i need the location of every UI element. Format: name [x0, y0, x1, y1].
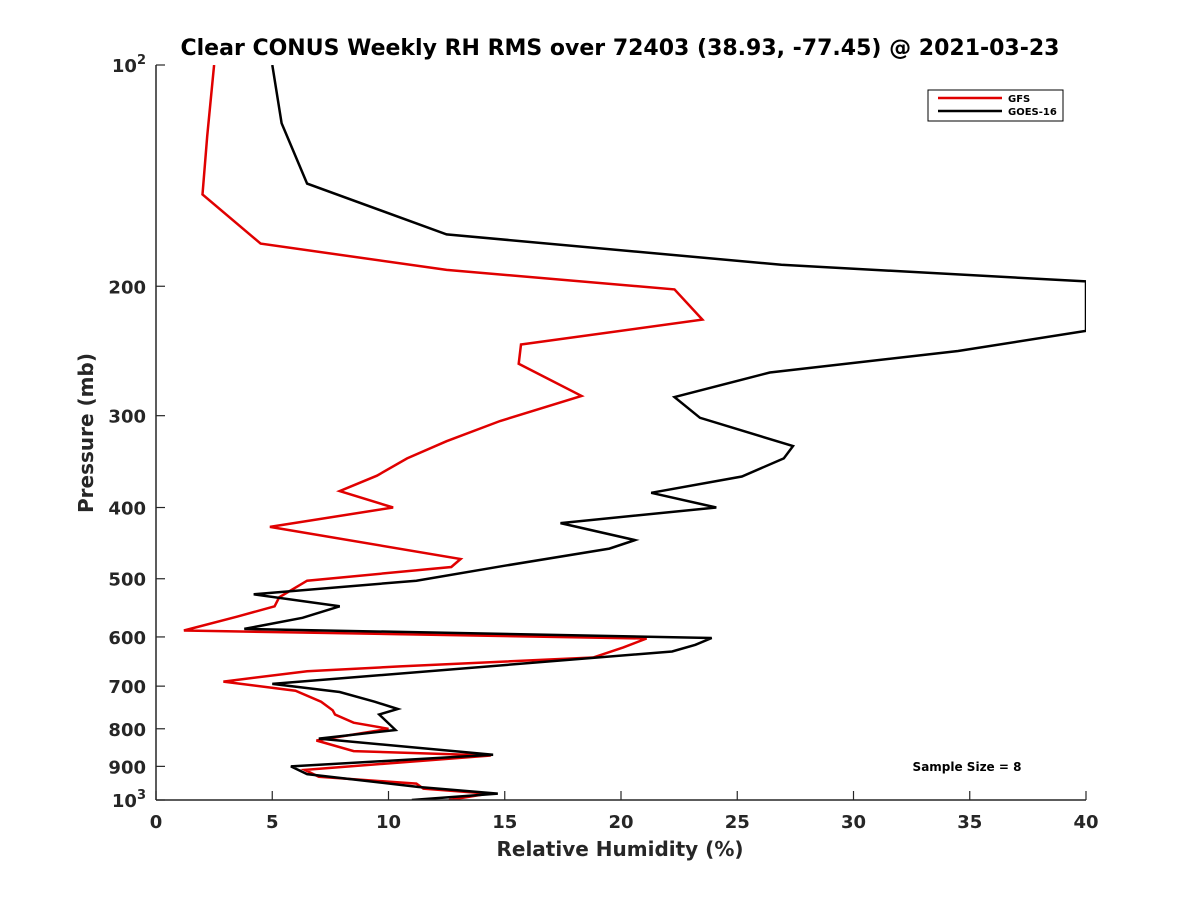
sample-size-annotation: Sample Size = 8 — [913, 760, 1022, 774]
y-axis-label: Pressure (mb) — [74, 353, 98, 513]
x-tick-label: 10 — [376, 812, 401, 833]
x-tick-label: 25 — [725, 812, 750, 833]
y-tick-label: 800 — [108, 720, 146, 741]
y-tick-label: 900 — [108, 757, 146, 778]
x-tick-label: 0 — [150, 812, 163, 833]
series-line-goes-16 — [244, 65, 1086, 800]
y-tick-label: 500 — [108, 570, 146, 591]
y-tick-label: 200 — [108, 277, 146, 298]
series-line-gfs — [183, 65, 705, 800]
y-tick-label: 600 — [108, 628, 146, 649]
y-tick-label: 102 — [112, 53, 146, 77]
y-tick-label: 400 — [108, 499, 146, 520]
x-tick-label: 5 — [266, 812, 279, 833]
y-tick-label: 700 — [108, 677, 146, 698]
x-axis-label: Relative Humidity (%) — [496, 837, 743, 861]
x-tick-label: 20 — [608, 812, 633, 833]
plot-area: 0 5 10 15 20 25 30 35 40 102 200 300 400 500 600 700 800… — [108, 53, 1098, 833]
legend-label-gfs: GFS — [1008, 94, 1030, 105]
x-tick-label: 35 — [957, 812, 982, 833]
legend-label-goes-16: GOES-16 — [1008, 107, 1057, 118]
y-tick-label: 103 — [112, 788, 146, 812]
x-tick-label: 40 — [1073, 812, 1098, 833]
legend-box — [927, 89, 1064, 122]
chart-title: Clear CONUS Weekly RH RMS over 72403 (38… — [181, 36, 1060, 61]
y-tick-label: 300 — [108, 407, 146, 428]
x-tick-label: 30 — [841, 812, 866, 833]
x-tick-label: 15 — [492, 812, 517, 833]
